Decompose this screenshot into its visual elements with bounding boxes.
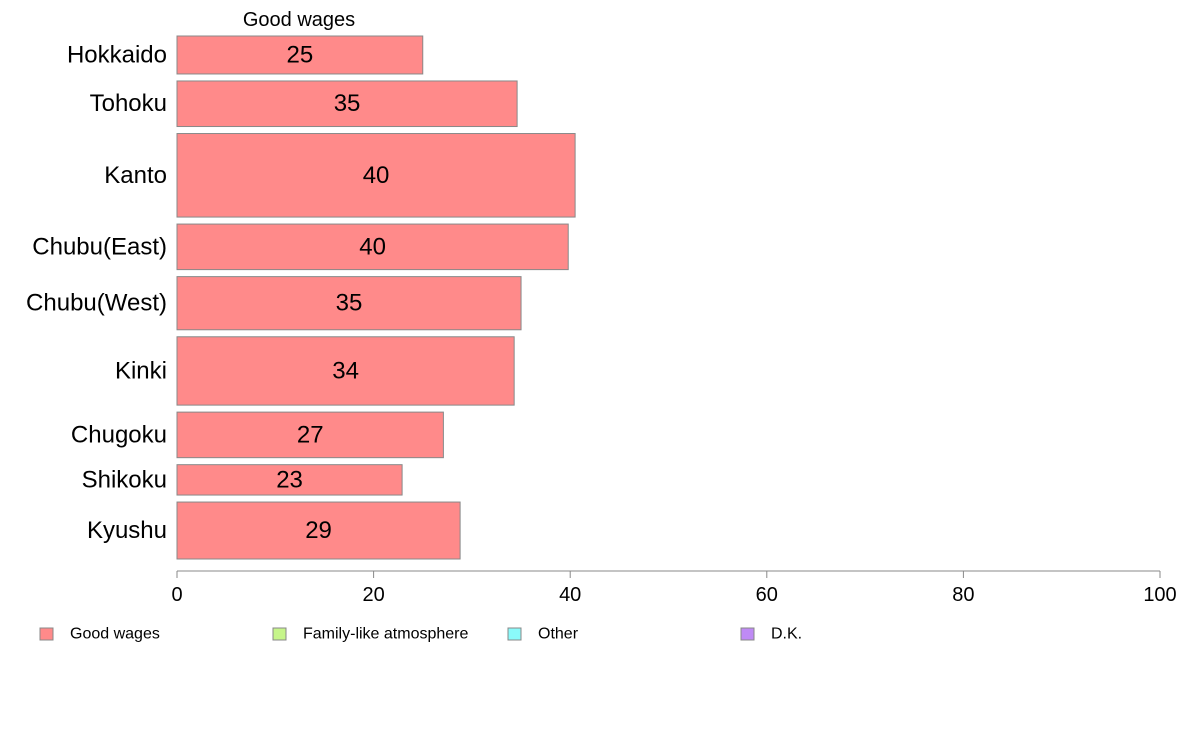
- x-tick-label: 0: [171, 584, 182, 606]
- legend-label: D.K.: [771, 626, 802, 643]
- legend-swatch: [272, 627, 287, 641]
- category-labels: Hokkaido Tohoku Kanto Chubu(East) Chubu(West…: [26, 41, 167, 544]
- bar-kinki: [176, 336, 515, 406]
- category-label: Chugoku: [71, 421, 167, 448]
- bar-value-label: 40: [359, 233, 386, 260]
- bar-tohoku: [176, 80, 518, 128]
- bar-chubu-west-: [176, 276, 522, 331]
- x-tick-label: 80: [952, 584, 974, 606]
- legend: Good wages Family-like atmosphere Other D.K…: [39, 626, 802, 643]
- category-label: Kyushu: [87, 517, 167, 544]
- x-tick-label: 40: [559, 584, 581, 606]
- x-tick-label: 60: [756, 584, 778, 606]
- category-label: Kanto: [104, 162, 167, 189]
- bar-value-label: 29: [305, 517, 332, 544]
- x-axis: 0 20 40 60 80 100: [171, 570, 1177, 606]
- bar-hokkaido: [176, 35, 424, 75]
- series-title: Good wages: [243, 9, 355, 31]
- bar-kyushu: [176, 501, 461, 560]
- bar-kanto: [176, 133, 576, 218]
- legend-label: Good wages: [70, 626, 160, 643]
- legend-swatch: [740, 627, 755, 641]
- bar-value-label: 40: [363, 162, 390, 189]
- bar-shikoku: [176, 464, 403, 496]
- legend-label: Other: [538, 626, 579, 643]
- category-label: Hokkaido: [67, 41, 167, 68]
- x-tick-label: 20: [362, 584, 384, 606]
- legend-swatch: [507, 627, 522, 641]
- bar-value-label: 35: [336, 290, 363, 317]
- category-label: Chubu(West): [26, 290, 167, 317]
- bar-value-label: 25: [287, 41, 314, 68]
- x-tick-label: 100: [1143, 584, 1176, 606]
- category-label: Tohoku: [90, 90, 167, 117]
- legend-label: Family-like atmosphere: [303, 626, 468, 643]
- category-label: Shikoku: [82, 466, 167, 493]
- legend-swatch: [39, 627, 54, 641]
- category-label: Kinki: [115, 357, 167, 384]
- bar-value-label: 34: [332, 357, 359, 384]
- bar-value-label: 27: [297, 421, 324, 448]
- category-label: Chubu(East): [32, 233, 167, 260]
- bar-chugoku: [176, 411, 444, 459]
- bar-value-label: 23: [276, 466, 303, 493]
- bar-chubu-east-: [176, 223, 569, 271]
- bar-value-label: 35: [334, 90, 361, 117]
